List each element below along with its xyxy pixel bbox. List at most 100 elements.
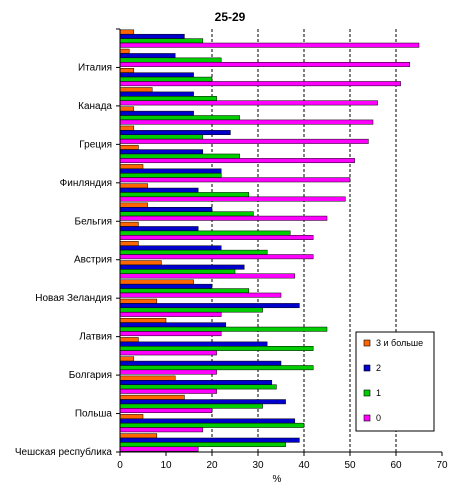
bar-4-5 [119,119,374,125]
bar-4-14 [119,292,282,298]
bar-3-3 [119,76,213,82]
category-label: Канада [78,101,112,112]
bar-1-2 [119,48,130,54]
bar-3-2 [119,57,222,63]
bar-4-8 [119,177,351,183]
bar-2-18 [119,360,282,366]
bar-1-16 [119,317,167,323]
bar-3-13 [119,269,236,274]
bar-3-12 [119,249,268,255]
legend-label: 1 [376,388,381,398]
bar-1-19 [119,375,176,381]
bar-1-9 [119,183,148,189]
bar-1-18 [119,356,135,362]
x-axis-label: % [273,474,282,485]
bar-2-21 [119,418,296,424]
x-tick-label: 40 [298,460,310,471]
bar-2-17 [119,341,268,347]
bar-3-16 [119,326,328,332]
bar-1-11 [119,221,139,227]
bar-1-3 [119,68,135,73]
legend-box [355,331,435,432]
bar-2-9 [119,187,199,193]
bar-2-3 [119,72,194,78]
bar-3-11 [119,230,291,236]
bar-3-7 [119,153,240,159]
bar-2-7 [119,149,204,155]
bar-4-7 [119,158,355,164]
bar-4-2 [119,61,411,67]
category-label: Греция [79,139,112,150]
bar-3-9 [119,192,250,198]
category-label: Австрия [74,255,112,266]
bar-1-21 [119,414,144,420]
bar-2-12 [119,245,222,251]
bar-2-16 [119,322,227,328]
bar-4-18 [119,369,217,375]
category-label: Италия [78,62,112,73]
category-label: Бельгия [75,216,113,227]
bar-3-15 [119,307,263,313]
legend-label: 2 [376,363,381,373]
legend: 3 и больше 2 1 0 [355,331,435,432]
bar-2-15 [119,303,300,309]
bar-2-10 [119,207,213,212]
bar-4-19 [119,388,217,394]
bar-1-8 [119,164,144,170]
bar-3-14 [119,288,250,294]
bar-4-12 [119,254,314,260]
legend-label: 0 [376,413,381,423]
bar-4-15 [119,311,222,317]
bar-1-15 [119,298,158,304]
bar-3-10 [119,211,254,217]
bar-1-5 [119,106,135,112]
bar-3-8 [119,172,222,178]
bar-1-17 [119,337,139,343]
x-tick-label: 0 [117,460,123,471]
x-tick-label: 50 [344,460,356,471]
bar-1-12 [119,241,139,246]
bar-3-19 [119,384,277,390]
category-label: Латвия [79,332,112,343]
bar-2-11 [119,226,199,232]
legend-swatch [363,339,371,347]
bar-3-1 [119,38,204,44]
bar-2-14 [119,283,213,289]
bar-1-20 [119,394,185,400]
bar-1-4 [119,87,153,93]
bar-3-6 [119,134,204,140]
bar-1-10 [119,202,148,208]
bar-3-20 [119,403,263,409]
bar-3-18 [119,365,314,371]
category-labels: Италия Канада Греция Финляндия Бельгия Австри… [15,62,113,458]
bar-1-7 [119,144,139,150]
category-label: Финляндия [60,178,112,189]
bar-4-6 [119,138,369,144]
bar-3-22 [119,442,286,448]
bar-3-21 [119,422,305,428]
bar-1-22 [119,433,158,439]
bar-4-17 [119,350,217,356]
bar-4-1 [119,42,420,48]
category-label: Болгария [69,370,112,381]
legend-swatch [363,389,371,397]
x-tick-label: 60 [390,460,402,471]
legend-label: 3 и больше [376,338,423,348]
bar-4-3 [119,81,401,87]
bar-1-14 [119,279,194,285]
bar-2-1 [119,33,185,39]
bar-1-13 [119,260,162,266]
category-label: Польша [75,409,113,420]
bar-3-17 [119,346,314,351]
bar-3-5 [119,115,240,121]
bar-2-13 [119,264,245,270]
legend-swatch [363,414,371,422]
bar-2-6 [119,130,231,136]
bar-2-20 [119,399,286,405]
bar-4-16 [119,331,222,337]
bar-4-20 [119,408,213,413]
bars [119,29,420,452]
bar-2-5 [119,110,194,116]
